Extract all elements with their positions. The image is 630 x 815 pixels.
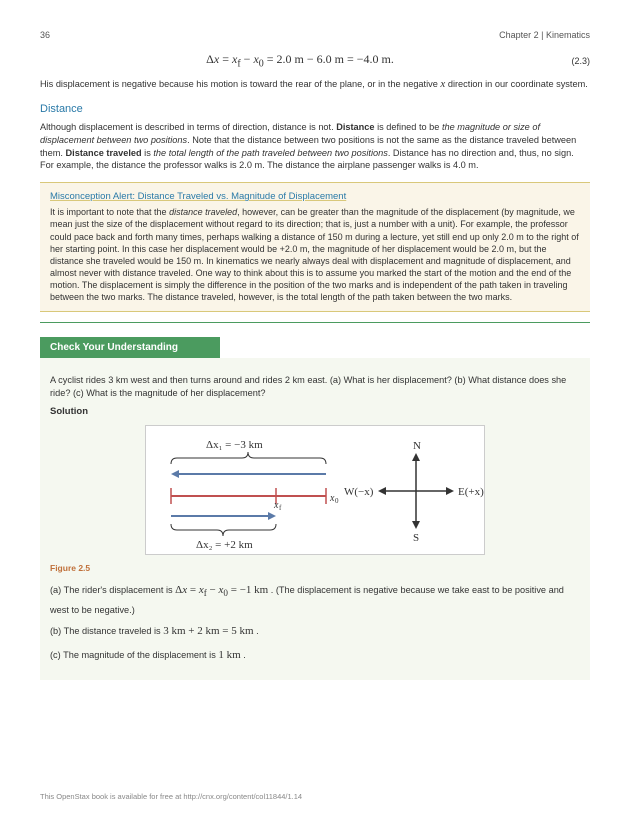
- cyu-container: Check Your Understanding: [40, 322, 590, 358]
- distance-heading: Distance: [40, 103, 590, 115]
- paragraph-2: Although displacement is described in te…: [40, 121, 590, 173]
- equation-row: Δx = xf − x0 = 2.0 m − 6.0 m = −4.0 m. (…: [40, 52, 590, 69]
- answer-b: (b) The distance traveled is 3 km + 2 km…: [50, 622, 580, 642]
- svg-text:W(−x): W(−x): [344, 486, 374, 498]
- misconception-alert: Misconception Alert: Distance Traveled v…: [40, 182, 590, 312]
- answer-a: (a) The rider's displacement is Δx = xf …: [50, 581, 580, 618]
- figure-label: Figure 2.5: [50, 563, 580, 573]
- equation-number: (2.3): [560, 56, 590, 66]
- check-your-understanding-bar: Check Your Understanding: [40, 337, 220, 358]
- svg-text:0: 0: [335, 497, 339, 505]
- equation-formula: Δx = xf − x0 = 2.0 m − 6.0 m = −4.0 m.: [40, 52, 560, 69]
- svg-text:f: f: [279, 504, 282, 512]
- chapter-label: Chapter 2 | Kinematics: [499, 30, 590, 40]
- paragraph-1: His displacement is negative because his…: [40, 77, 590, 92]
- cyu-content: A cyclist rides 3 km west and then turns…: [40, 358, 590, 680]
- solution-label: Solution: [50, 406, 580, 417]
- answer-c: (c) The magnitude of the displacement is…: [50, 646, 580, 666]
- cyu-question: A cyclist rides 3 km west and then turns…: [50, 374, 580, 400]
- svg-text:N: N: [413, 440, 421, 452]
- alert-body: It is important to note that the distanc…: [50, 206, 580, 303]
- svg-text:S: S: [413, 532, 419, 544]
- svg-text:Δx₂ = +2 km: Δx₂ = +2 km: [196, 539, 253, 551]
- page-number: 36: [40, 30, 50, 40]
- figure-2-5: x f x 0 Δx₁ = −3 km Δx₂ = +2 km: [145, 425, 485, 555]
- alert-title: Misconception Alert: Distance Traveled v…: [50, 191, 580, 202]
- displacement-diagram-svg: x f x 0 Δx₁ = −3 km Δx₂ = +2 km: [146, 426, 484, 554]
- svg-text:Δx₁ = −3 km: Δx₁ = −3 km: [206, 439, 263, 451]
- page-header: 36 Chapter 2 | Kinematics: [40, 30, 590, 40]
- footer-attribution: This OpenStax book is available for free…: [40, 792, 302, 801]
- svg-text:E(+x): E(+x): [458, 486, 484, 498]
